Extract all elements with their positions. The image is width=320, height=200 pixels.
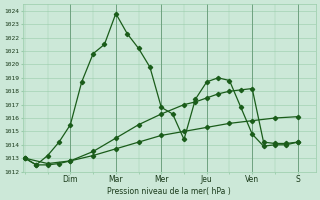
X-axis label: Pression niveau de la mer( hPa ): Pression niveau de la mer( hPa )	[108, 187, 231, 196]
